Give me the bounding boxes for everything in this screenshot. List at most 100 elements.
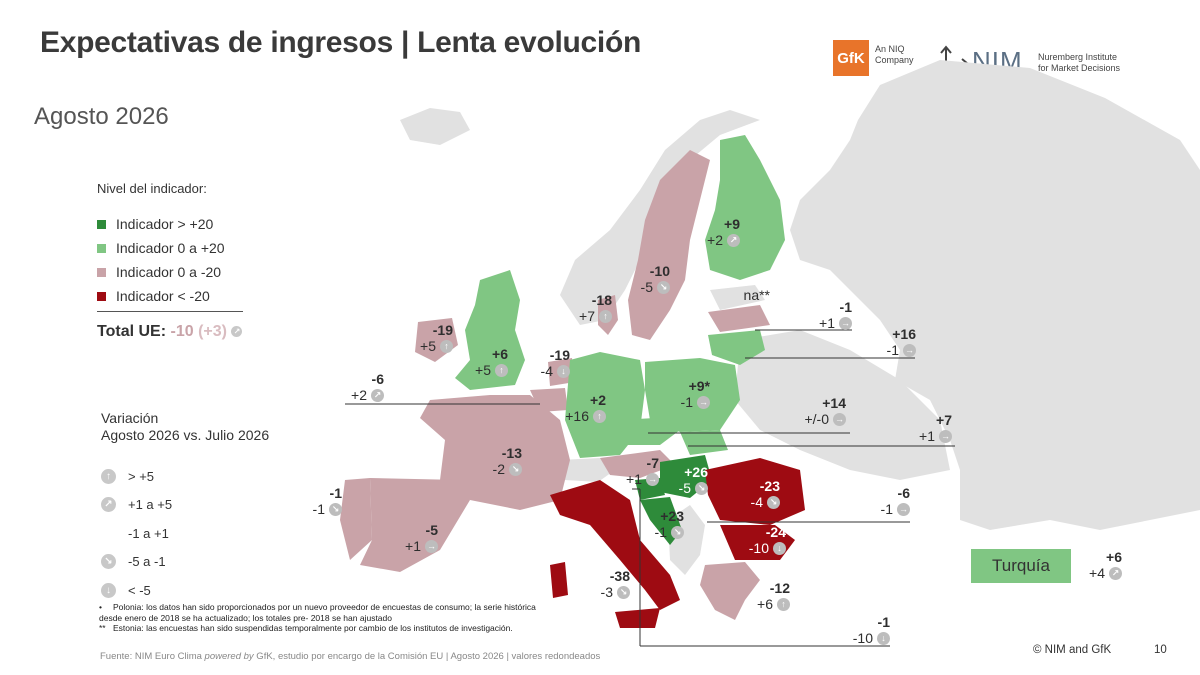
legend-item: Indicador > +20: [97, 212, 225, 236]
legend-swatch: [97, 243, 106, 253]
label-spain: -5 +1 →: [405, 522, 438, 554]
arrow-up-icon: ↑: [599, 310, 612, 323]
label-italy: -38 -3 ↘: [600, 568, 630, 600]
arrow-up-icon: ↑: [777, 598, 790, 611]
variation-item: ↓ < -5: [101, 576, 172, 605]
variation-item: -1 a +1: [101, 519, 172, 548]
gfk-tagline: An NIQ Company: [875, 44, 914, 65]
map-sardinia: [550, 562, 568, 598]
no-arrow-icon: [101, 526, 116, 541]
variation-legend: ↑ > +5 ↗ +1 a +5 -1 a +1 ↘ -5 a -1 ↓ < -5: [101, 462, 172, 605]
footnote-poland: • Polonia: los datos han sido proporciona…: [99, 602, 536, 623]
gfk-logo: GfK: [833, 40, 869, 76]
label-estonia: na**: [743, 287, 770, 303]
label-austria: -7 +1 →: [626, 455, 659, 487]
label-turkey: +6 +4 ↗: [1089, 549, 1122, 581]
arrow-up-right-icon: ↗: [231, 326, 243, 338]
arrow-right-icon: →: [697, 396, 710, 409]
label-slovakia: +7 +1 →: [919, 412, 952, 444]
label-uk: +6 +5 ↑: [475, 346, 508, 378]
label-portugal: -1 -1 ↘: [312, 485, 342, 517]
copyright: © NIM and GfK: [1033, 644, 1112, 656]
arrow-down-icon: ↓: [557, 365, 570, 378]
map-sicily: [615, 608, 660, 628]
arrow-down-right-icon: ↘: [509, 463, 522, 476]
arrow-right-icon: →: [839, 317, 852, 330]
arrow-down-right-icon: ↘: [671, 526, 684, 539]
label-romania: -23 -4 ↘: [750, 478, 780, 510]
legend: Indicador > +20 Indicador 0 a +20 Indica…: [97, 212, 225, 308]
legend-item: Indicador < -20: [97, 284, 225, 308]
label-czechia: +14 +/-0 →: [804, 395, 846, 427]
label-bulgaria: -24 -10 ↓: [748, 524, 786, 556]
label-belgium: -6 +2 ↗: [351, 371, 384, 403]
legend-item: Indicador 0 a -20: [97, 260, 225, 284]
arrow-down-right-icon: ↘: [329, 503, 342, 516]
arrow-right-icon: →: [903, 344, 916, 357]
arrow-up-right-icon: ↗: [727, 234, 740, 247]
label-germany: +2 +16 ↑: [565, 392, 606, 424]
map-czechia: [618, 418, 680, 445]
legend-swatch: [97, 291, 106, 301]
map-poland: [645, 358, 740, 432]
map-uk: [455, 270, 525, 390]
arrow-down-right-icon: ↘: [657, 281, 670, 294]
arrow-right-icon: →: [646, 473, 659, 486]
label-finland: +9 +2 ↗: [707, 216, 740, 248]
arrow-up-right-icon: ↗: [371, 389, 384, 402]
label-lithuania: +16 -1 →: [886, 326, 916, 358]
legend-divider: [97, 311, 243, 312]
leader-lines: [345, 329, 955, 647]
variation-title: Variación Agosto 2026 vs. Julio 2026: [101, 410, 270, 443]
arrow-up-icon: ↑: [495, 364, 508, 377]
footnote-estonia: ** Estonia: las encuestas han sido suspen…: [99, 623, 513, 633]
map-norway: [560, 110, 760, 325]
label-netherlands: -19 -4 ↓: [540, 347, 570, 379]
label-ireland: -19 +5 ↑: [420, 322, 453, 354]
arrow-right-icon: →: [897, 503, 910, 516]
arrow-down-right-icon: ↘: [101, 554, 116, 570]
label-hungary: +26 -5 ↘: [678, 464, 708, 496]
arrow-right-icon: →: [833, 413, 846, 426]
arrow-up-icon: ↑: [440, 340, 453, 353]
arrow-up-icon: ↑: [101, 468, 116, 484]
label-france: -13 -2 ↘: [492, 445, 522, 477]
variation-item: ↗ +1 a +5: [101, 491, 172, 520]
map-lithuania: [708, 330, 765, 365]
page-title: Expectativas de ingresos | Lenta evoluci…: [40, 26, 641, 59]
page-subtitle: Agosto 2026: [34, 103, 169, 130]
variation-item: ↑ > +5: [101, 462, 172, 491]
legend-title: Nivel del indicador:: [97, 181, 207, 196]
label-croatia: -6 -1 →: [880, 485, 910, 517]
map-romania: [705, 458, 805, 525]
label-slovenia: +23 -1 ↘: [654, 508, 684, 540]
nim-tagline: Nuremberg Institute for Market Decisions: [1038, 52, 1121, 73]
map-greece: [700, 562, 760, 620]
page-number: 10: [1154, 644, 1167, 656]
map-austria: [600, 450, 675, 478]
map-background-land: [790, 60, 1200, 530]
map-switzerland: [560, 458, 615, 482]
label-sweden: -10 -5 ↘: [640, 263, 670, 295]
map-finland: [705, 135, 785, 280]
map-latvia: [708, 305, 770, 332]
variation-item: ↘ -5 a -1: [101, 548, 172, 577]
map-italy: [550, 480, 680, 610]
arrow-up-right-icon: ↗: [101, 497, 116, 513]
map-portugal: [340, 478, 372, 560]
legend-swatch: [97, 219, 106, 229]
arrow-down-icon: ↓: [101, 582, 116, 598]
map-slovakia: [680, 430, 728, 455]
arrow-up-icon: ↑: [593, 410, 606, 423]
legend-item: Indicador 0 a +20: [97, 236, 225, 260]
legend-swatch: [97, 267, 106, 277]
label-latvia: -1 +1 →: [819, 299, 852, 331]
source-note: Fuente: NIM Euro Clima powered by GfK, e…: [100, 651, 601, 662]
total-eu: Total UE: -10 (+3) ↗: [97, 323, 243, 341]
map-ukraine-belarus: [735, 330, 950, 480]
arrow-down-right-icon: ↘: [695, 482, 708, 495]
arrow-down-icon: ↓: [773, 542, 786, 555]
label-greece: -12 +6 ↑: [757, 580, 790, 612]
label-cyprus: -1 -10 ↓: [852, 614, 890, 646]
arrow-right-icon: →: [425, 540, 438, 553]
